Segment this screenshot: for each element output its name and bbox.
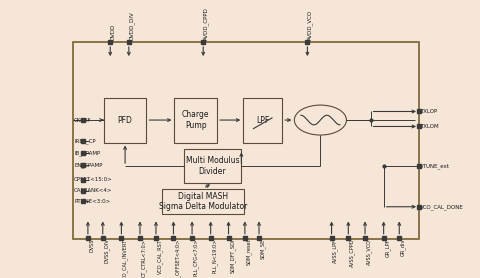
Text: RTUNE<3:0>: RTUNE<3:0> [74,199,110,204]
Bar [162,188,244,214]
Text: DVDD: DVDD [110,23,115,40]
Text: SDM_DFT_SDI: SDM_DFT_SDI [229,239,235,273]
Text: PLL_OFFSET<4:0>: PLL_OFFSET<4:0> [175,239,180,278]
Text: Digital MASH
Sigma Delta Modulator: Digital MASH Sigma Delta Modulator [159,192,247,211]
Text: LPF: LPF [256,116,269,125]
Bar [243,98,282,143]
Text: SDM_SE: SDM_SE [260,239,266,259]
Text: SDM_reset: SDM_reset [246,239,252,265]
Text: DVSS: DVSS [89,239,94,252]
Text: AVSS_VCO: AVSS_VCO [366,239,372,265]
Text: CPSET<15:0>: CPSET<15:0> [74,177,113,182]
Bar [174,98,217,143]
Text: CT_CTRL<7:0>: CT_CTRL<7:0> [141,239,147,277]
Text: Multi Modulus
Divider: Multi Modulus Divider [186,157,240,176]
Text: AVSS_LPF: AVSS_LPF [333,239,338,263]
Text: GR_LPF: GR_LPF [385,239,390,257]
Text: DVSS_DIV: DVSS_DIV [104,239,109,264]
Text: VCO_CAL_DONE: VCO_CAL_DONE [420,204,464,210]
Text: GR_div: GR_div [400,239,406,256]
Bar [104,98,146,143]
Text: DVDD_DIV: DVDD_DIV [129,11,134,40]
Text: VTUNE_ext: VTUNE_ext [420,163,450,169]
Text: TXLOM: TXLOM [420,124,439,129]
Text: VCO_CAL_INVERT: VCO_CAL_INVERT [122,239,128,278]
Text: IREF_CP: IREF_CP [74,139,96,144]
Text: AVDD_CPPD: AVDD_CPPD [203,7,209,40]
Text: AVDD_VCO: AVDD_VCO [307,10,313,40]
Text: CAPBANK<4>: CAPBANK<4> [74,188,113,193]
Text: PFD: PFD [118,116,132,125]
Text: TXLOP: TXLOP [420,109,437,114]
Text: IB_CPAMP: IB_CPAMP [74,150,100,156]
Text: EN_CPAMP: EN_CPAMP [74,162,103,168]
Text: PLL_N<19:0>: PLL_N<19:0> [212,239,217,273]
Text: CKREF: CKREF [74,118,92,123]
Text: AVSS_CPPD: AVSS_CPPD [349,239,355,267]
Bar [184,150,241,183]
Text: Charge
Pump: Charge Pump [182,110,210,130]
Text: VCO_CAL_RST: VCO_CAL_RST [157,239,163,274]
Text: PLL_CFG<7:0>: PLL_CFG<7:0> [193,239,199,277]
